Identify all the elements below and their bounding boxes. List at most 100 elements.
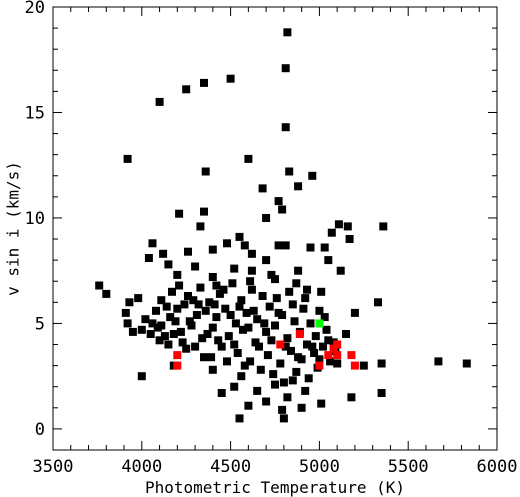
y-tick-label: 0 xyxy=(35,420,45,440)
data-point-0 xyxy=(155,336,164,345)
data-point-0 xyxy=(304,374,313,383)
data-point-0 xyxy=(274,241,283,250)
data-point-0 xyxy=(269,370,278,379)
data-point-0 xyxy=(200,78,208,87)
data-point-0 xyxy=(146,330,155,338)
data-point-0 xyxy=(377,359,386,368)
data-point-0 xyxy=(173,304,182,313)
data-point-0 xyxy=(160,332,169,341)
data-point-0 xyxy=(258,184,267,193)
data-point-0 xyxy=(137,372,146,381)
data-point-0 xyxy=(182,344,191,353)
data-point-0 xyxy=(350,308,359,317)
data-point-0 xyxy=(208,365,217,374)
data-point-0 xyxy=(281,241,290,250)
data-point-0 xyxy=(191,342,200,351)
y-tick-label: 20 xyxy=(25,0,45,18)
data-point-0 xyxy=(159,249,168,258)
data-point-0 xyxy=(244,154,253,163)
data-point-0 xyxy=(128,327,137,336)
data-point-0 xyxy=(231,319,240,328)
data-point-0 xyxy=(306,319,315,328)
data-point-0 xyxy=(262,397,271,406)
x-tick-labels: 3500 4000 4500 5000 5500 6000 xyxy=(33,457,518,477)
data-point-1 xyxy=(324,351,333,360)
data-point-0 xyxy=(262,256,271,265)
data-point-0 xyxy=(281,64,290,73)
data-point-0 xyxy=(212,281,221,290)
data-point-0 xyxy=(237,296,246,305)
data-point-0 xyxy=(182,85,191,94)
data-point-1 xyxy=(276,340,285,349)
data-point-0 xyxy=(306,243,315,252)
data-point-0 xyxy=(308,342,317,351)
data-point-0 xyxy=(155,97,164,106)
data-point-0 xyxy=(377,389,386,397)
x-tick-label: 5000 xyxy=(299,457,340,477)
data-point-0 xyxy=(311,332,320,341)
data-point-0 xyxy=(247,266,256,275)
data-point-0 xyxy=(180,300,189,309)
data-point-0 xyxy=(285,167,294,176)
data-point-0 xyxy=(208,245,217,254)
data-point-0 xyxy=(157,296,166,305)
x-tick-label: 4000 xyxy=(121,457,162,477)
data-point-0 xyxy=(315,306,324,315)
data-point-0 xyxy=(205,298,214,307)
data-point-0 xyxy=(271,380,279,389)
data-point-0 xyxy=(235,414,244,423)
data-point-0 xyxy=(173,270,182,279)
points-layer xyxy=(95,28,471,423)
data-point-2 xyxy=(315,319,324,328)
data-point-1 xyxy=(347,351,356,360)
data-point-0 xyxy=(279,378,288,387)
data-point-0 xyxy=(223,239,231,248)
data-point-0 xyxy=(198,334,207,343)
y-tick-label: 10 xyxy=(25,209,45,229)
data-point-0 xyxy=(292,367,301,376)
y-tick-labels: 0 5 10 15 20 xyxy=(25,0,45,440)
data-point-0 xyxy=(224,332,233,341)
y-tick-label: 5 xyxy=(35,314,45,334)
data-point-0 xyxy=(292,279,301,288)
data-point-0 xyxy=(237,372,246,381)
x-tick-label: 4500 xyxy=(210,457,251,477)
data-point-0 xyxy=(134,294,143,303)
data-point-0 xyxy=(200,207,208,216)
data-point-0 xyxy=(274,197,283,206)
data-point-0 xyxy=(214,336,223,345)
data-point-0 xyxy=(283,334,292,343)
data-point-0 xyxy=(168,287,176,296)
data-point-0 xyxy=(175,281,184,290)
data-point-0 xyxy=(315,355,324,364)
data-point-0 xyxy=(184,292,192,300)
data-point-0 xyxy=(235,302,244,311)
data-point-0 xyxy=(299,304,308,313)
data-point-0 xyxy=(324,336,333,345)
data-point-0 xyxy=(320,313,329,322)
plot-frame xyxy=(52,6,498,451)
data-point-0 xyxy=(239,325,247,334)
data-point-0 xyxy=(322,325,331,334)
data-point-0 xyxy=(230,264,239,273)
data-point-0 xyxy=(207,353,216,362)
data-point-0 xyxy=(201,167,210,176)
data-point-0 xyxy=(240,241,249,250)
data-point-0 xyxy=(184,247,192,256)
data-point-0 xyxy=(294,182,303,191)
data-point-0 xyxy=(297,403,306,412)
data-point-1 xyxy=(333,351,342,360)
data-point-0 xyxy=(267,336,276,345)
data-point-0 xyxy=(217,389,226,397)
data-point-0 xyxy=(148,239,157,248)
data-point-0 xyxy=(141,315,150,324)
data-point-0 xyxy=(278,205,287,214)
data-point-0 xyxy=(235,232,244,241)
data-point-0 xyxy=(310,349,319,357)
data-point-0 xyxy=(247,285,256,294)
data-point-0 xyxy=(347,393,356,402)
data-point-0 xyxy=(265,302,274,311)
data-point-0 xyxy=(249,306,258,315)
data-point-0 xyxy=(326,357,335,366)
